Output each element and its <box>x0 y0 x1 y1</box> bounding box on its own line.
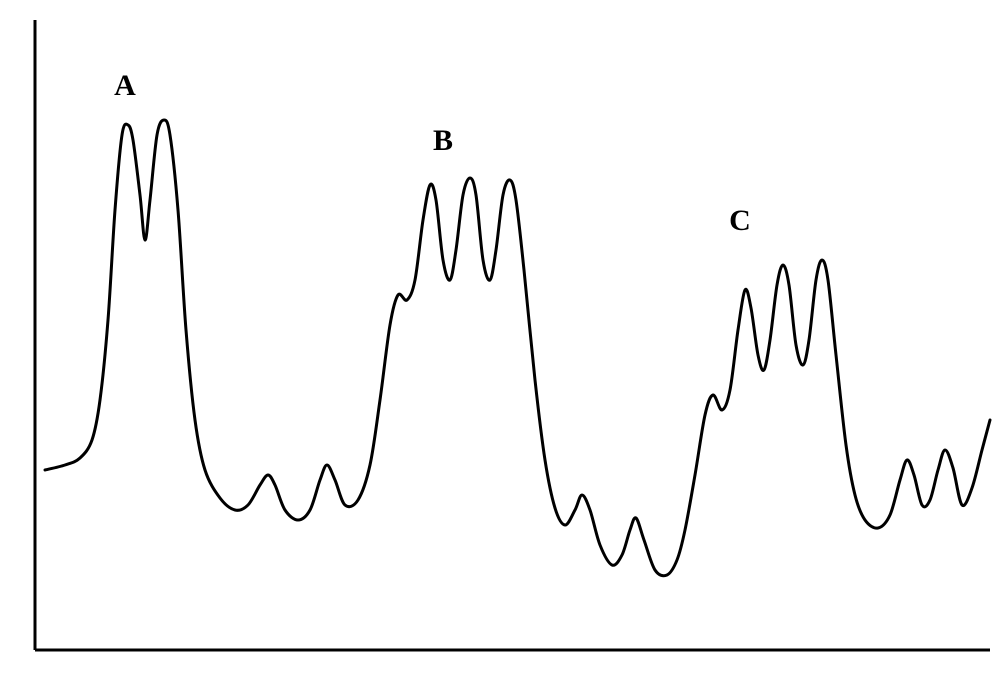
spectrum-chart: A B C <box>0 0 1000 685</box>
chart-svg: A B C <box>0 0 1000 685</box>
peak-label-a: A <box>114 69 136 102</box>
peak-label-b: B <box>433 124 453 157</box>
peak-label-c: C <box>729 204 751 237</box>
